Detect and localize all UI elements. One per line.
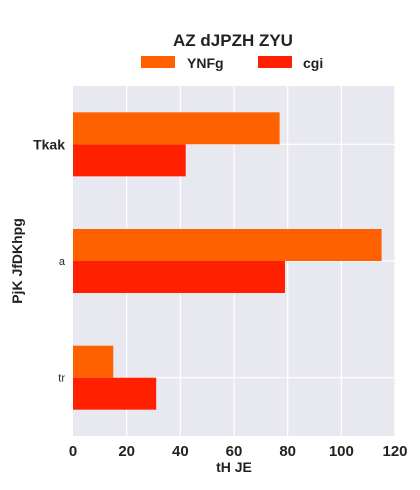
y-tick-labels: Tkak a tr	[33, 136, 66, 384]
legend-label-1: cgi	[303, 55, 323, 71]
y-tick-label-2: tr	[58, 373, 65, 385]
bar-YNFg-Tkak	[73, 112, 280, 145]
chart-title: AZ dJPZH ZYU	[173, 31, 293, 50]
x-tick-label-4: 80	[279, 443, 296, 460]
x-tick-label-3: 60	[226, 443, 243, 460]
y-tick-label-1: a	[59, 256, 66, 268]
bar-cgi-tr	[73, 377, 157, 410]
bars	[73, 112, 382, 410]
x-tick-labels: 0 20 40 60 80 100 120	[69, 443, 408, 460]
x-tick-label-1: 20	[118, 443, 135, 460]
x-tick-label-6: 120	[382, 443, 407, 460]
bar-cgi-Tkak	[73, 144, 186, 177]
bar-YNFg-a	[73, 229, 382, 261]
bar-cgi-a	[73, 261, 285, 293]
x-tick-label-5: 100	[329, 443, 354, 460]
legend: YNFg cgi	[141, 55, 323, 71]
legend-swatch-0	[141, 56, 175, 68]
bar-YNFg-tr	[73, 345, 114, 378]
x-tick-label-2: 40	[172, 443, 189, 460]
y-axis-label: PjK JfDKhpg	[9, 218, 25, 304]
legend-swatch-1	[258, 56, 292, 68]
legend-label-0: YNFg	[187, 55, 224, 71]
x-axis-label: tH JE	[216, 459, 252, 475]
y-tick-label-0: Tkak	[33, 136, 65, 152]
x-tick-label-0: 0	[69, 443, 77, 460]
